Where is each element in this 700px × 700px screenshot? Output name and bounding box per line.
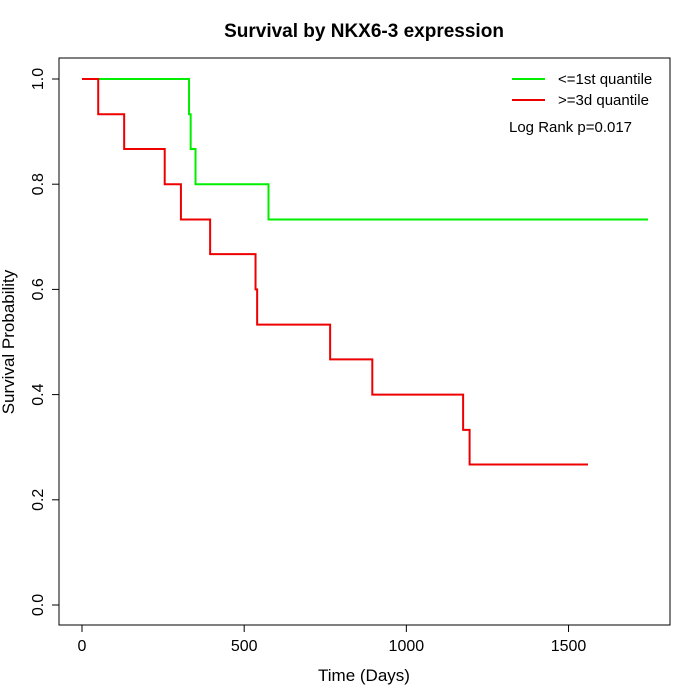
- x-tick-label: 1000: [389, 638, 425, 655]
- legend-label: >=3d quantile: [558, 92, 649, 109]
- log-rank-annotation: Log Rank p=0.017: [509, 119, 632, 136]
- x-tick-label: 0: [78, 638, 87, 655]
- x-axis-label: Time (Days): [318, 666, 410, 685]
- y-tick-label: 0.0: [30, 594, 47, 616]
- y-tick-label: 0.8: [30, 173, 47, 195]
- legend: <=1st quantile >=3d quantile: [512, 71, 652, 109]
- legend-label: <=1st quantile: [558, 71, 652, 88]
- x-tick-label: 500: [231, 638, 258, 655]
- y-axis-label: Survival Probability: [0, 269, 18, 414]
- chart-title: Survival by NKX6-3 expression: [224, 21, 504, 42]
- x-axis: 0 500 1000 1500: [78, 624, 587, 655]
- y-tick-label: 1.0: [30, 68, 47, 90]
- survival-curve-series-1: [82, 78, 648, 221]
- y-tick-label: 0.6: [30, 278, 47, 300]
- x-tick-label: 1500: [551, 638, 587, 655]
- plot-frame: [58, 57, 671, 626]
- series-layer: [82, 78, 648, 466]
- y-tick-label: 0.2: [30, 489, 47, 511]
- y-axis: 0.0 0.2 0.4 0.6 0.8 1.0: [30, 68, 60, 616]
- survival-curve-series-2: [82, 78, 588, 466]
- y-tick-label: 0.4: [30, 383, 47, 405]
